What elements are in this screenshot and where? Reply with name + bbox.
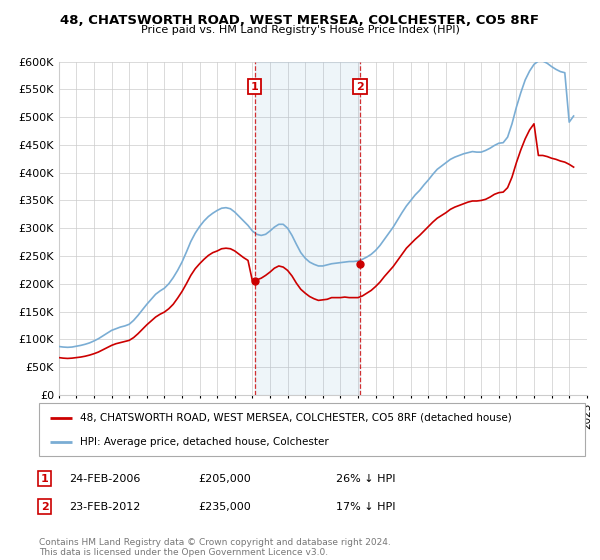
Text: 2: 2 (41, 502, 49, 512)
Text: £235,000: £235,000 (198, 502, 251, 512)
Text: 17% ↓ HPI: 17% ↓ HPI (336, 502, 395, 512)
Text: £205,000: £205,000 (198, 474, 251, 484)
Text: 1: 1 (251, 82, 259, 92)
Text: Price paid vs. HM Land Registry's House Price Index (HPI): Price paid vs. HM Land Registry's House … (140, 25, 460, 35)
Text: Contains HM Land Registry data © Crown copyright and database right 2024.
This d: Contains HM Land Registry data © Crown c… (39, 538, 391, 557)
Text: 23-FEB-2012: 23-FEB-2012 (69, 502, 140, 512)
FancyBboxPatch shape (39, 403, 585, 456)
Text: 48, CHATSWORTH ROAD, WEST MERSEA, COLCHESTER, CO5 8RF: 48, CHATSWORTH ROAD, WEST MERSEA, COLCHE… (61, 14, 539, 27)
Text: 26% ↓ HPI: 26% ↓ HPI (336, 474, 395, 484)
Text: 24-FEB-2006: 24-FEB-2006 (69, 474, 140, 484)
Bar (254, 62, 360, 395)
Text: HPI: Average price, detached house, Colchester: HPI: Average price, detached house, Colc… (80, 437, 329, 447)
Text: 1: 1 (41, 474, 49, 484)
Text: 48, CHATSWORTH ROAD, WEST MERSEA, COLCHESTER, CO5 8RF (detached house): 48, CHATSWORTH ROAD, WEST MERSEA, COLCHE… (80, 413, 512, 423)
Text: 2: 2 (356, 82, 364, 92)
